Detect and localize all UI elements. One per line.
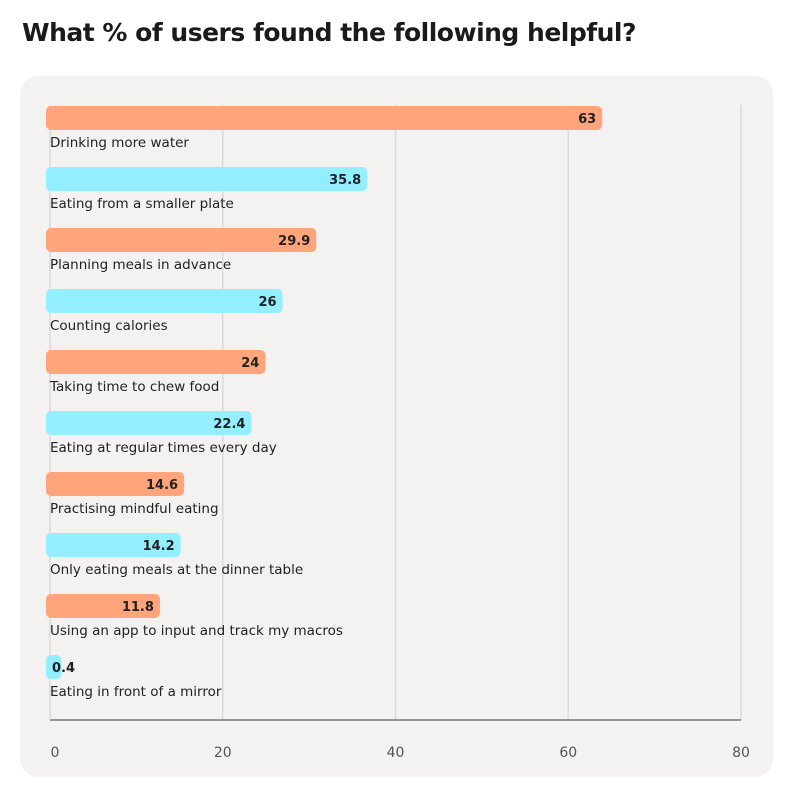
data-label: 14.2 (143, 539, 175, 554)
category-label: Counting calories (50, 318, 168, 334)
bar (46, 106, 603, 130)
category-label: Eating in front of a mirror (50, 684, 222, 700)
category-label: Only eating meals at the dinner table (50, 562, 303, 578)
x-tick-label: 0 (51, 745, 60, 761)
chart-title: What % of users found the following help… (22, 18, 637, 47)
category-label: Planning meals in advance (50, 257, 231, 273)
x-tick-label: 20 (214, 745, 232, 761)
category-label: Taking time to chew food (49, 379, 219, 395)
x-tick-label: 60 (559, 745, 577, 761)
bar (46, 655, 62, 679)
x-tick-label: 80 (732, 745, 750, 761)
category-label: Using an app to input and track my macro… (50, 623, 343, 639)
bar (46, 228, 317, 252)
data-label: 29.9 (278, 234, 310, 249)
bar (46, 167, 368, 191)
data-label: 14.6 (146, 478, 178, 493)
category-label: Eating at regular times every day (50, 440, 277, 456)
category-label: Drinking more water (50, 135, 189, 151)
bar (46, 289, 283, 313)
data-label: 0.4 (52, 661, 75, 676)
bar (46, 411, 252, 435)
data-label: 26 (258, 295, 276, 310)
data-label: 24 (241, 356, 259, 371)
category-label: Practising mindful eating (50, 501, 219, 517)
data-label: 22.4 (213, 417, 245, 432)
data-label: 63 (578, 112, 596, 127)
bar (46, 594, 160, 618)
bar (46, 472, 185, 496)
data-label: 11.8 (122, 600, 154, 615)
data-label: 35.8 (329, 173, 361, 188)
bar (46, 350, 266, 374)
bar (46, 533, 181, 557)
x-tick-label: 40 (387, 745, 405, 761)
category-label: Eating from a smaller plate (50, 196, 234, 212)
